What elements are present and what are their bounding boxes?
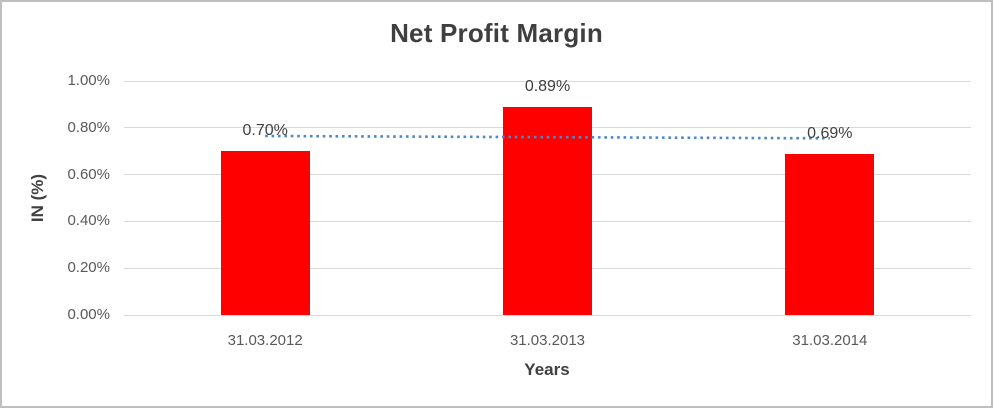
bar (785, 153, 875, 315)
x-tick-label: 31.03.2012 (227, 332, 303, 349)
plot-area (124, 80, 971, 316)
gridline (124, 314, 971, 316)
bar-data-label: 0.89% (524, 77, 571, 95)
y-tick-label: 1.00% (67, 72, 110, 89)
x-tick-label: 31.03.2014 (792, 332, 868, 349)
y-tick-label: 0.00% (67, 306, 110, 323)
gridline (124, 80, 971, 82)
bar (503, 106, 592, 315)
y-tick-label: 0.40% (67, 212, 110, 230)
trendline (265, 134, 830, 140)
bar-data-label: 0.70% (242, 122, 288, 140)
chart-title: Net Profit Margin (390, 18, 603, 48)
x-tick-label: 31.03.2013 (509, 332, 586, 349)
y-tick-label: 0.80% (67, 118, 110, 136)
y-tick-label: 0.20% (67, 259, 110, 277)
y-tick-label: 0.60% (67, 165, 110, 183)
bar (220, 151, 310, 315)
bar-data-label: 0.69% (807, 124, 853, 142)
y-axis-title: IN (%) (28, 173, 47, 223)
x-axis-title: Years (524, 360, 570, 379)
